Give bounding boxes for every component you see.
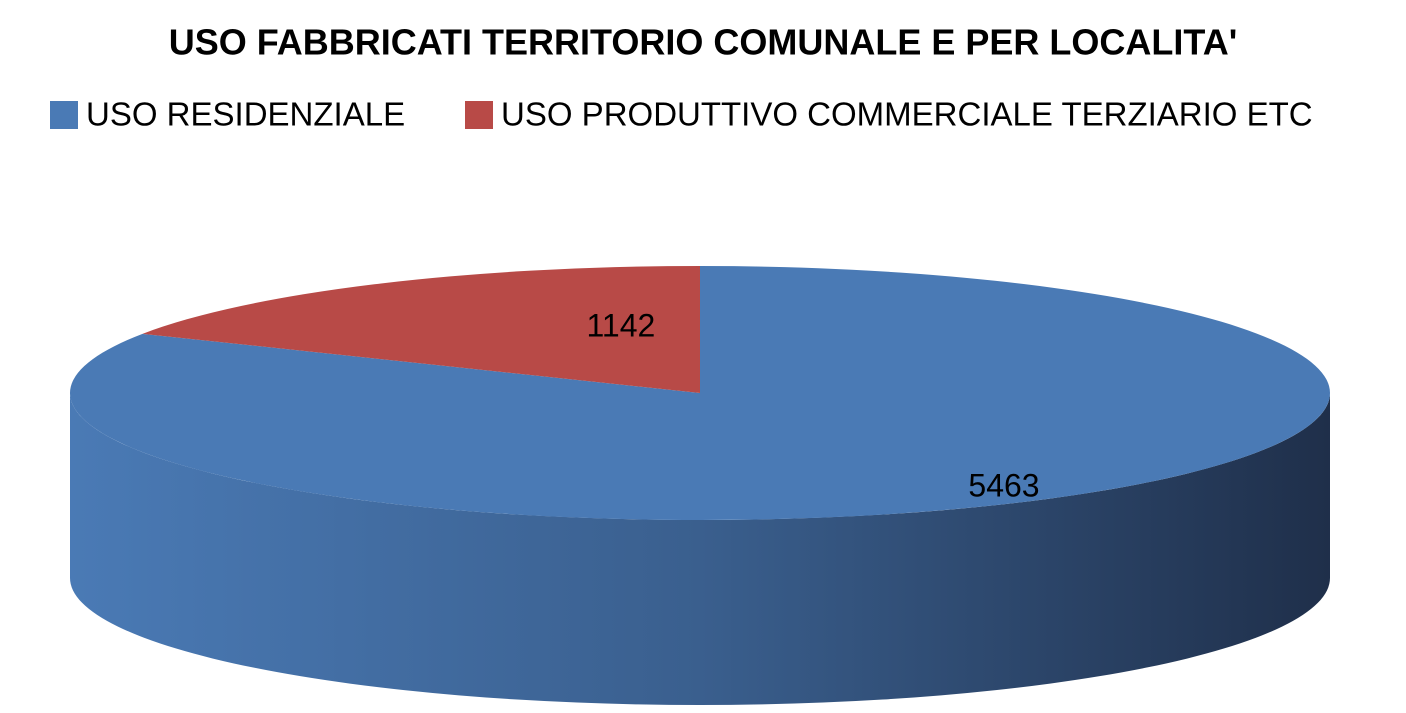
legend-label: USO PRODUTTIVO COMMERCIALE TERZIARIO ETC <box>501 96 1313 133</box>
legend-label: USO RESIDENZIALE <box>86 96 405 133</box>
pie-slice <box>142 266 701 393</box>
data-label: 5463 <box>968 467 1039 503</box>
chart-title: USO FABBRICATI TERRITORIO COMUNALE E PER… <box>169 22 1238 63</box>
pie-slice <box>70 266 1331 520</box>
legend-swatch <box>50 101 78 129</box>
legend-swatch <box>465 101 493 129</box>
pie-side <box>70 393 1330 705</box>
data-label: 1142 <box>587 308 656 344</box>
